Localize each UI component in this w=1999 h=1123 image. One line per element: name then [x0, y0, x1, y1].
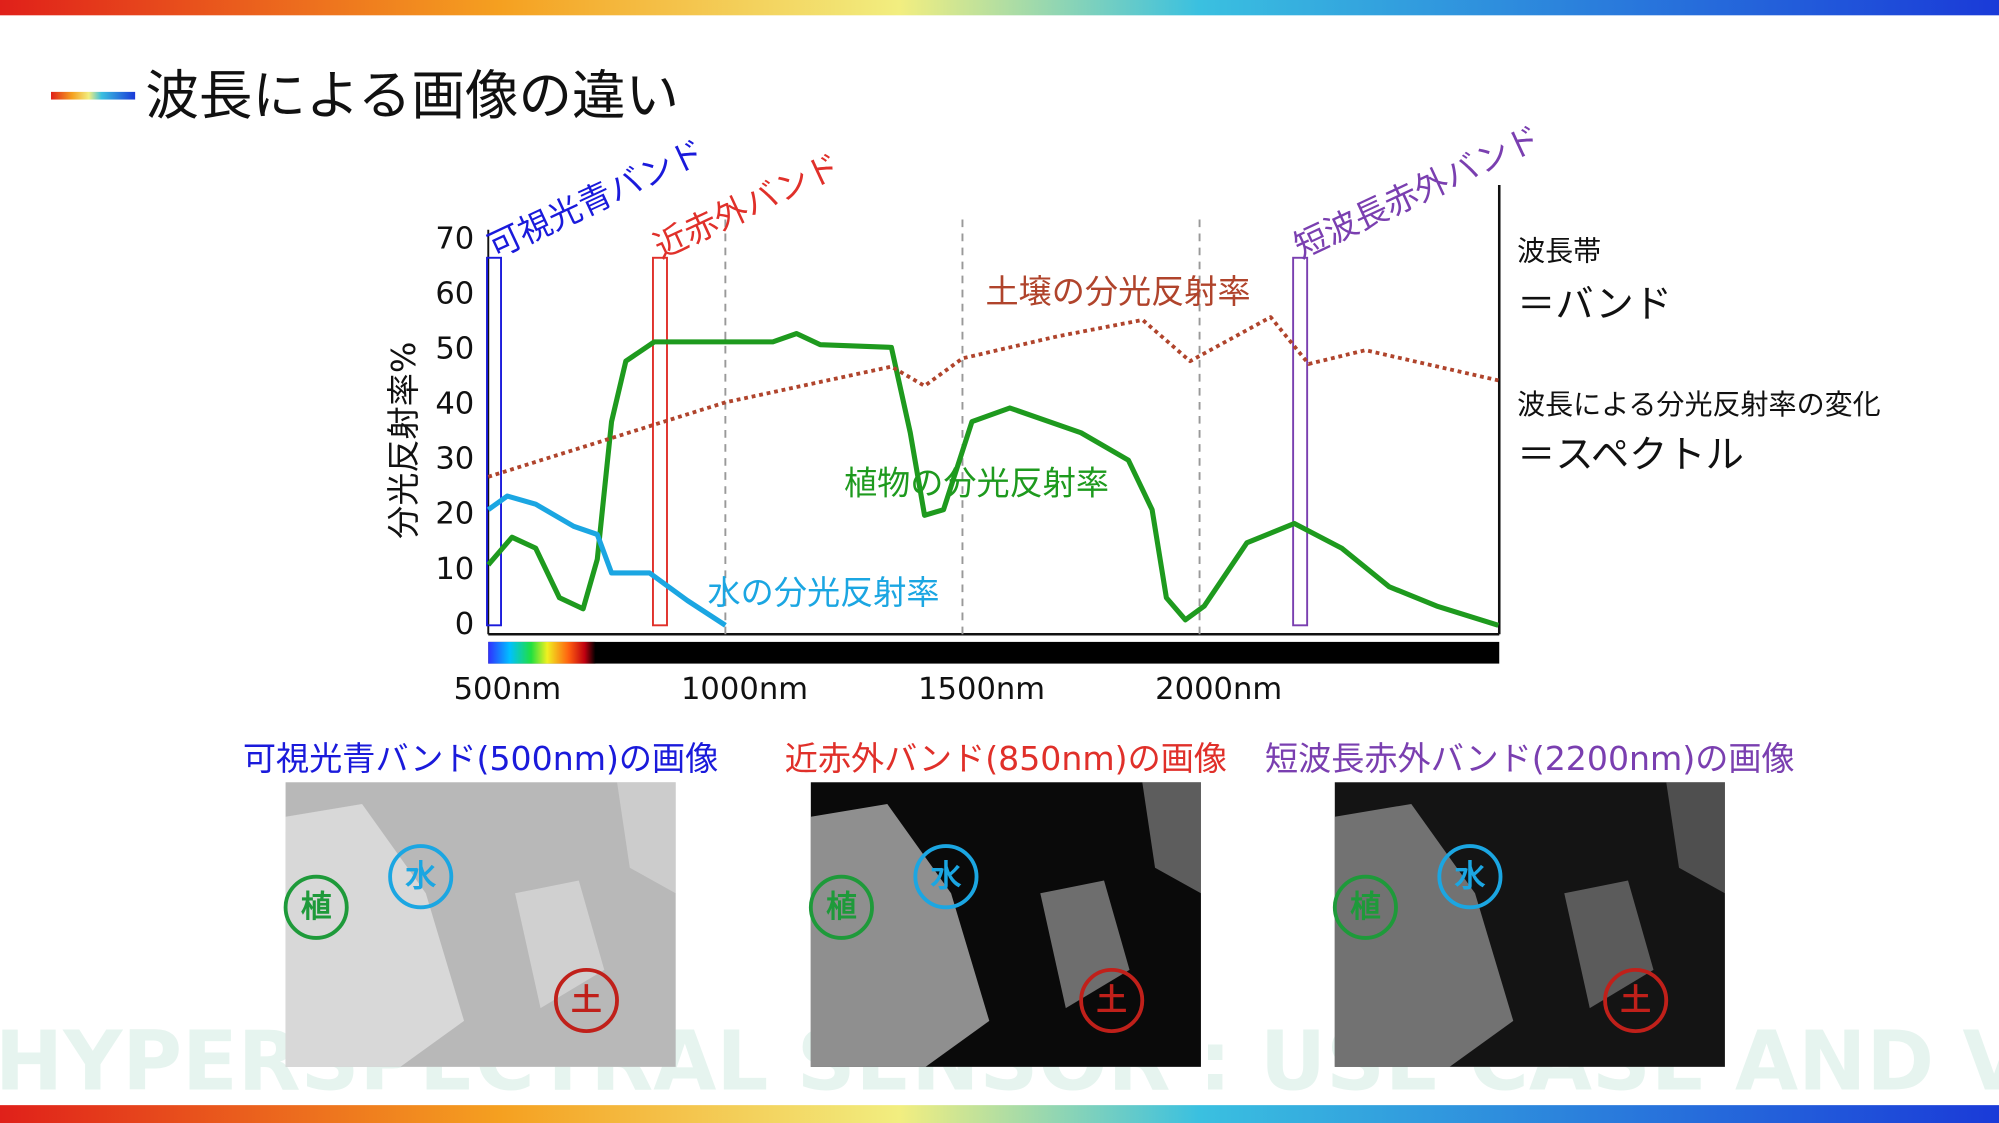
marker-circle — [1332, 874, 1398, 940]
marker-circle — [1079, 967, 1145, 1034]
series-line — [486, 493, 727, 628]
marker-label: 土 — [1096, 983, 1127, 1018]
y-tick-label: 50 — [435, 332, 474, 367]
x-tick-label: 1000nm — [681, 672, 808, 707]
land-area — [810, 803, 990, 1067]
note: 波長による分光反射率の変化 — [1517, 388, 1881, 421]
series-label: 植物の分光反射率 — [844, 463, 1109, 502]
marker-circle — [913, 844, 979, 910]
spectrum-bar — [488, 641, 1500, 664]
series-label: 土壌の分光反射率 — [985, 272, 1250, 311]
marker-circle — [1603, 967, 1669, 1034]
marker-circle — [283, 874, 349, 940]
marker-circle — [1437, 844, 1503, 910]
note: 波長帯 — [1517, 235, 1601, 268]
marker-circle — [388, 844, 454, 910]
band-marker — [486, 256, 502, 627]
marker-label: 水 — [404, 859, 436, 894]
series-line — [486, 331, 1500, 628]
land-area — [1040, 880, 1130, 1009]
series-label: 水の分光反射率 — [708, 573, 940, 612]
marker-label: 水 — [930, 859, 962, 894]
visible-spectrum — [488, 641, 596, 664]
land-area — [1564, 880, 1654, 1009]
y-axis-label: 分光反射率% — [384, 342, 423, 539]
marker-label: 植 — [826, 890, 857, 925]
land-area — [1666, 782, 1725, 894]
land-area — [1142, 782, 1201, 894]
land-area — [515, 880, 605, 1009]
y-tick-label: 0 — [455, 607, 474, 642]
marker-label: 植 — [1350, 890, 1381, 925]
marker-label: 土 — [1620, 983, 1651, 1018]
marker-label: 植 — [301, 890, 332, 925]
band-marker — [1292, 256, 1309, 627]
land-area — [617, 782, 676, 894]
top-stripe — [0, 0, 1999, 16]
land-area — [1334, 803, 1514, 1067]
band-label: 短波長赤外バンド — [1288, 118, 1546, 266]
note: ＝バンド — [1517, 282, 1672, 327]
y-tick-label: 30 — [435, 442, 474, 477]
y-tick-label: 40 — [435, 387, 474, 422]
band-marker — [652, 256, 668, 627]
image-caption: 近赤外バンド(850nm)の画像 — [785, 739, 1227, 778]
x-tick-label: 2000nm — [1155, 672, 1282, 707]
marker-label: 土 — [571, 983, 602, 1018]
y-tick-label: 70 — [435, 222, 474, 257]
slide-title: 波長による画像の違い — [145, 64, 679, 127]
image-caption: 短波長赤外バンド(2200nm)の画像 — [1265, 739, 1795, 778]
land-area — [285, 803, 465, 1067]
x-tick-label: 1500nm — [918, 672, 1045, 707]
note: ＝スペクトル — [1517, 432, 1744, 477]
marker-label: 水 — [1454, 859, 1486, 894]
y-tick-label: 60 — [435, 277, 474, 312]
title-icon — [50, 91, 136, 100]
y-tick-label: 10 — [435, 552, 474, 587]
x-tick-label: 500nm — [454, 672, 562, 707]
marker-circle — [808, 874, 874, 940]
bottom-stripe — [0, 1105, 1999, 1123]
marker-circle — [553, 967, 619, 1034]
image-caption: 可視光青バンド(500nm)の画像 — [243, 739, 718, 778]
y-tick-label: 20 — [435, 497, 474, 532]
series-line — [487, 315, 1499, 479]
